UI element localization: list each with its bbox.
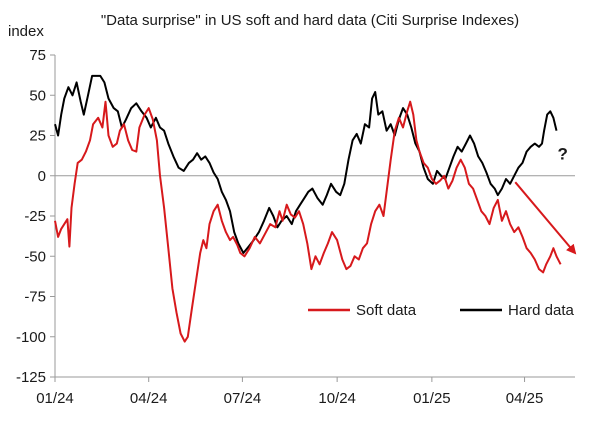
x-tick-label: 04/24 bbox=[130, 390, 168, 407]
x-tick-label: 01/25 bbox=[413, 390, 451, 407]
trend-arrow bbox=[514, 181, 577, 255]
x-tick-label: 04/25 bbox=[506, 390, 544, 407]
x-tick-label: 07/24 bbox=[224, 390, 262, 407]
y-tick-label: -100 bbox=[16, 329, 46, 346]
y-tick-label: 25 bbox=[29, 128, 46, 145]
series-line-hard-data bbox=[54, 74, 558, 254]
series-line-soft-data bbox=[54, 100, 562, 343]
y-tick-label: -75 bbox=[24, 289, 46, 306]
chart-title: "Data surprise" in US soft and hard data… bbox=[101, 12, 519, 29]
annotation-question-mark: ? bbox=[557, 145, 567, 164]
y-tick-label: -125 bbox=[16, 369, 46, 386]
legend: Soft data Hard data bbox=[308, 302, 575, 319]
y-tick-label: 75 bbox=[29, 47, 46, 64]
y-tick-label: -25 bbox=[24, 208, 46, 225]
y-tick-label: 50 bbox=[29, 87, 46, 104]
legend-label-soft-data: Soft data bbox=[356, 302, 417, 319]
legend-label-hard-data: Hard data bbox=[508, 302, 575, 319]
y-axis-label: index bbox=[8, 23, 44, 40]
y-tick-label: -50 bbox=[24, 248, 46, 265]
x-tick-label: 10/24 bbox=[318, 390, 356, 407]
x-tick-label: 01/24 bbox=[36, 390, 74, 407]
y-tick-label: 0 bbox=[38, 168, 46, 185]
plot-area: 75 50 25 0 -25 -50 -75 -100 -125 01/24 04/24 07/24 1… bbox=[16, 47, 577, 407]
